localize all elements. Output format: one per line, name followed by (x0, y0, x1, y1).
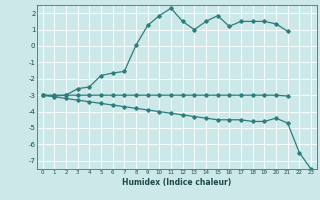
X-axis label: Humidex (Indice chaleur): Humidex (Indice chaleur) (122, 178, 231, 187)
